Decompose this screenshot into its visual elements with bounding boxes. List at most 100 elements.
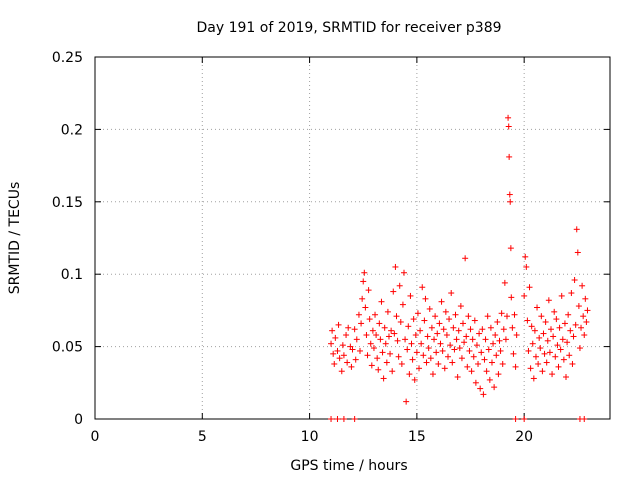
data-point: [422, 295, 429, 302]
x-axis-label: GPS time / hours: [290, 458, 407, 474]
x-tick-label: 5: [198, 429, 207, 445]
data-point: [505, 114, 512, 121]
data-point: [353, 336, 360, 343]
data-points: [328, 114, 591, 422]
data-point: [429, 371, 436, 378]
data-point: [500, 326, 507, 333]
data-point: [374, 355, 381, 362]
data-point: [411, 376, 418, 383]
data-point: [564, 339, 571, 346]
data-point: [443, 332, 450, 339]
data-point: [328, 340, 335, 347]
data-point: [456, 345, 463, 352]
data-point: [553, 316, 560, 323]
data-point: [351, 326, 358, 333]
data-point: [390, 288, 397, 295]
data-point: [334, 416, 341, 422]
data-point: [407, 292, 414, 299]
data-point: [531, 327, 538, 334]
data-point: [461, 339, 468, 346]
data-point: [537, 345, 544, 352]
data-point: [579, 282, 586, 289]
data-point: [344, 359, 351, 366]
data-point: [397, 318, 404, 325]
data-point: [486, 376, 493, 383]
data-point: [524, 317, 531, 324]
data-point: [393, 313, 400, 320]
data-point: [547, 326, 554, 333]
data-point: [385, 333, 392, 340]
data-point: [383, 359, 390, 366]
data-point: [502, 336, 509, 343]
data-point: [494, 318, 501, 325]
data-point: [555, 363, 562, 370]
data-point: [468, 368, 475, 375]
data-point: [329, 327, 336, 334]
data-point: [409, 356, 416, 363]
data-point: [331, 360, 338, 367]
data-point: [343, 332, 350, 339]
data-point: [370, 345, 377, 352]
data-point: [504, 313, 510, 320]
data-point: [444, 353, 451, 360]
data-point: [406, 371, 413, 378]
data-point: [339, 342, 346, 349]
data-point: [566, 352, 573, 359]
data-point: [507, 245, 514, 252]
y-tick-label: 0.25: [52, 50, 83, 66]
data-point: [403, 398, 410, 405]
data-point: [549, 371, 556, 378]
data-point: [473, 342, 480, 349]
data-point: [521, 416, 528, 422]
data-point: [425, 345, 432, 352]
data-point: [435, 360, 442, 367]
data-point: [348, 363, 355, 370]
data-point: [446, 316, 453, 323]
data-point: [367, 340, 374, 347]
y-tick-label: 0.15: [52, 195, 83, 211]
data-point: [508, 294, 515, 301]
data-point: [565, 311, 572, 318]
data-point: [582, 295, 589, 302]
data-point: [584, 307, 591, 314]
data-point: [365, 287, 372, 294]
data-point: [528, 323, 535, 330]
data-point: [535, 360, 542, 367]
data-point: [414, 310, 421, 317]
data-point: [499, 360, 506, 367]
data-point: [476, 330, 483, 337]
data-point: [396, 282, 403, 289]
data-point: [398, 360, 405, 367]
data-point: [570, 333, 577, 340]
data-point: [441, 365, 448, 372]
data-point: [340, 416, 347, 422]
data-point: [455, 327, 462, 334]
data-point: [561, 320, 568, 327]
data-point: [410, 316, 417, 323]
data-point: [334, 347, 341, 354]
data-point: [453, 336, 460, 343]
data-point: [487, 324, 494, 331]
data-point: [389, 368, 396, 375]
data-point: [532, 353, 539, 360]
data-point: [559, 336, 566, 343]
data-point: [384, 308, 391, 315]
data-point: [507, 198, 514, 205]
data-point: [392, 263, 399, 270]
data-point: [360, 278, 367, 285]
data-point: [440, 326, 447, 333]
data-point: [478, 349, 485, 356]
data-point: [506, 191, 513, 198]
data-point: [332, 334, 339, 341]
data-point: [506, 153, 513, 160]
data-point: [539, 368, 546, 375]
data-point: [573, 226, 580, 233]
data-point: [364, 352, 371, 359]
data-point: [483, 368, 490, 375]
data-point: [421, 317, 428, 324]
data-point: [395, 353, 402, 360]
data-point: [361, 269, 368, 276]
data-point: [372, 311, 379, 318]
data-point: [402, 336, 409, 343]
data-point: [413, 349, 420, 356]
